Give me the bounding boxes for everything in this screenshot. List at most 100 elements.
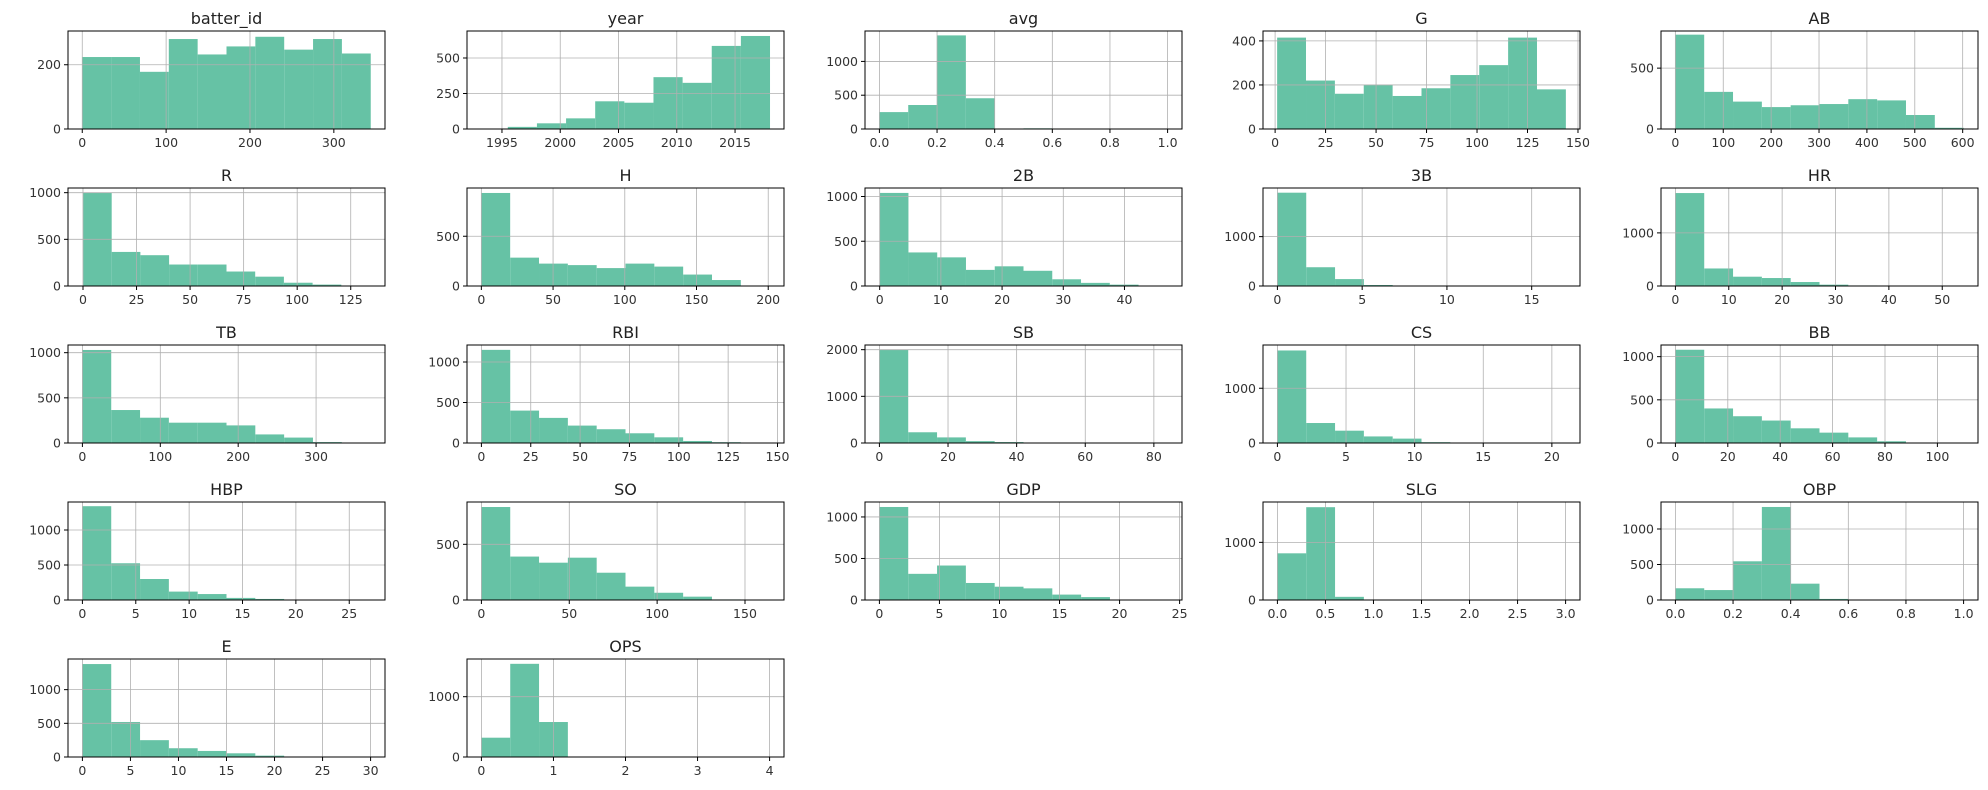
- xtick-label-obp-4: 0.8: [1896, 606, 1916, 621]
- bar-obp-5: [1819, 598, 1849, 600]
- ytick-label-cs-0: 0: [1248, 436, 1256, 451]
- histogram-cs: 0 5 10 15 20 0 1000 CS: [1224, 323, 1581, 464]
- xtick-label-tb-0: 0: [78, 449, 86, 464]
- xtick-label-obp-2: 0.4: [1781, 606, 1801, 621]
- xtick-label-gdp-0: 0: [875, 606, 883, 621]
- chart-title-ab: AB: [1809, 9, 1831, 28]
- bar-2b-4: [994, 266, 1024, 286]
- ytick-label-gdp-2: 1000: [826, 509, 858, 524]
- xtick-label-slg-2: 1.0: [1364, 606, 1384, 621]
- ytick-label-cs-1: 1000: [1224, 381, 1256, 396]
- bar-year-8: [711, 45, 741, 129]
- xtick-label-sb-0: 0: [875, 449, 883, 464]
- axes-frame-bb: [1660, 344, 1979, 444]
- xtick-label-gdp-2: 10: [992, 606, 1008, 621]
- xtick-label-g-4: 100: [1465, 135, 1489, 150]
- xtick-label-batter-id-2: 200: [238, 135, 262, 150]
- xtick-label-2b-2: 20: [994, 292, 1010, 307]
- chart-title-e: E: [221, 637, 231, 656]
- xtick-label-3b-1: 5: [1358, 292, 1366, 307]
- bar-slg-2: [1335, 596, 1364, 600]
- bar-so-5: [625, 586, 655, 600]
- chart-title-rbi: RBI: [612, 323, 639, 342]
- xtick-label-g-6: 150: [1566, 135, 1590, 150]
- bar-so-6: [654, 592, 684, 600]
- chart-title-batter-id: batter_id: [191, 9, 263, 29]
- bar-bb-6: [1848, 437, 1878, 443]
- bar-batter-id-8: [313, 39, 342, 129]
- histogram-gdp: 0 5 10 15 20 25 0 500 1000 GDP: [826, 480, 1187, 621]
- ytick-label-ops-1: 1000: [428, 689, 460, 704]
- axes-frame-year: [466, 30, 785, 130]
- bar-batter-id-7: [284, 49, 314, 129]
- xtick-label-sb-2: 40: [1009, 449, 1025, 464]
- xtick-label-so-3: 150: [733, 606, 757, 621]
- xtick-label-obp-3: 0.6: [1838, 606, 1858, 621]
- ytick-label-2b-1: 500: [834, 234, 858, 249]
- xtick-label-rbi-0: 0: [477, 449, 485, 464]
- xtick-label-batter-id-0: 0: [78, 135, 86, 150]
- xtick-label-hbp-5: 25: [341, 606, 357, 621]
- chart-title-tb: TB: [215, 323, 237, 342]
- ytick-label-rbi-0: 0: [452, 436, 460, 451]
- bar-avg-2: [937, 35, 966, 129]
- bar-batter-id-4: [197, 54, 227, 129]
- bar-obp-4: [1790, 583, 1820, 600]
- xtick-label-slg-0: 0.0: [1267, 606, 1287, 621]
- chart-title-avg: avg: [1009, 9, 1038, 28]
- axes-frame-gdp: [864, 501, 1183, 601]
- xtick-label-g-2: 50: [1368, 135, 1384, 150]
- xtick-label-h-4: 200: [756, 292, 780, 307]
- bar-ab-8: [1905, 115, 1935, 129]
- xtick-label-ops-3: 3: [694, 763, 702, 778]
- ytick-label-obp-0: 0: [1646, 593, 1654, 608]
- axes-frame-hbp: [67, 501, 386, 601]
- bar-h-3: [567, 265, 597, 286]
- bar-bb-3: [1761, 420, 1791, 443]
- axes-frame-g: [1262, 30, 1581, 130]
- bar-bb-0: [1675, 349, 1705, 443]
- ytick-label-tb-2: 1000: [29, 345, 61, 360]
- xtick-label-2b-1: 10: [933, 292, 949, 307]
- xtick-label-avg-0: 0.0: [869, 135, 889, 150]
- chart-title-so: SO: [614, 480, 637, 499]
- ytick-label-tb-0: 0: [53, 436, 61, 451]
- xtick-label-ab-4: 400: [1855, 135, 1879, 150]
- bar-cs-0: [1277, 350, 1307, 443]
- xtick-label-g-5: 125: [1516, 135, 1540, 150]
- bar-cs-2: [1335, 430, 1364, 443]
- xtick-label-bb-4: 80: [1877, 449, 1893, 464]
- xtick-label-hbp-1: 5: [132, 606, 140, 621]
- histogram-year: 1995 2000 2005 2010 2015 0 250 500 year: [436, 9, 785, 150]
- bar-hbp-4: [197, 594, 227, 600]
- bar-so-4: [596, 572, 626, 600]
- xtick-label-h-3: 150: [685, 292, 709, 307]
- bar-tb-3: [168, 422, 198, 443]
- xtick-label-bb-1: 20: [1720, 449, 1736, 464]
- bar-ab-2: [1733, 101, 1762, 129]
- xtick-label-hr-0: 0: [1671, 292, 1679, 307]
- ytick-label-gdp-1: 500: [834, 551, 858, 566]
- xtick-label-hbp-2: 10: [181, 606, 197, 621]
- bar-g-8: [1508, 37, 1537, 129]
- xtick-label-obp-1: 0.2: [1723, 606, 1743, 621]
- chart-title-ops: OPS: [609, 637, 641, 656]
- ytick-label-avg-0: 0: [850, 122, 858, 137]
- xtick-label-ab-1: 100: [1711, 135, 1735, 150]
- xtick-label-hr-2: 20: [1774, 292, 1790, 307]
- xtick-label-2b-4: 40: [1117, 292, 1133, 307]
- xtick-label-e-5: 25: [315, 763, 331, 778]
- xtick-label-rbi-2: 50: [572, 449, 588, 464]
- bar-rbi-5: [625, 433, 655, 443]
- ytick-label-2b-0: 0: [850, 279, 858, 294]
- xtick-label-sb-1: 20: [940, 449, 956, 464]
- bar-h-5: [625, 263, 655, 286]
- ytick-label-e-2: 1000: [29, 682, 61, 697]
- bar-sb-3: [965, 441, 995, 443]
- histogram-hbp: 0 5 10 15 20 25 0 500 1000 HBP: [29, 480, 386, 621]
- bar-tb-1: [111, 410, 141, 443]
- ytick-label-h-1: 500: [436, 229, 460, 244]
- bar-g-6: [1450, 75, 1480, 129]
- bar-hr-0: [1675, 193, 1705, 286]
- bar-tb-5: [226, 425, 256, 443]
